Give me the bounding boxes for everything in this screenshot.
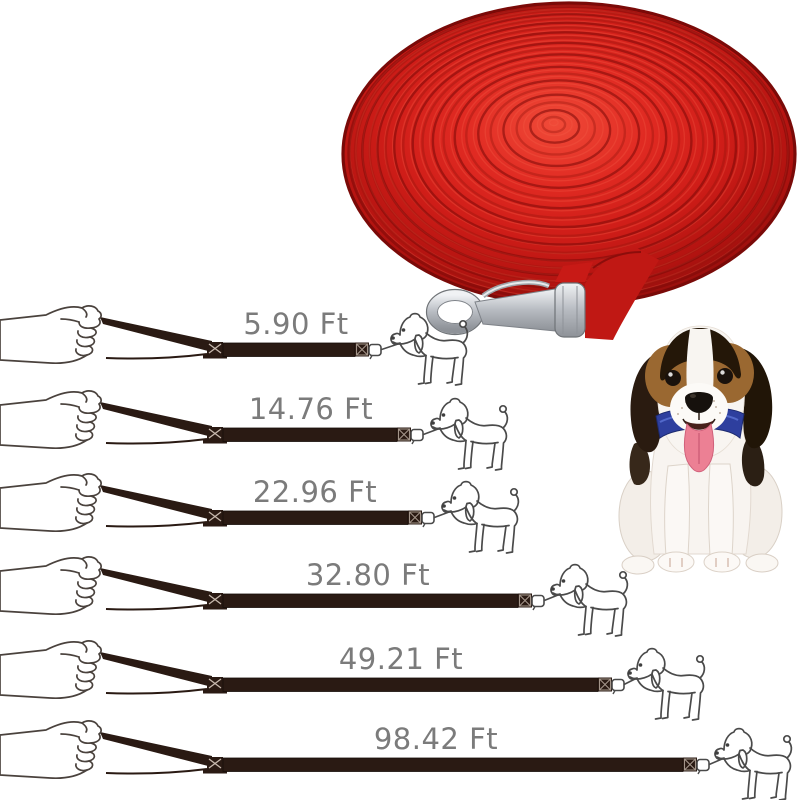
length-label: 5.90 Ft: [243, 307, 349, 341]
dog-outline-icon: [389, 312, 469, 386]
leash-length-row: [0, 390, 509, 471]
coil-strap-end: [555, 248, 659, 340]
leash-handle-lower-edge: [105, 438, 208, 445]
dog-outline-icon: [429, 397, 509, 471]
dog-outline-icon: [440, 480, 520, 554]
dog-outline-icon: [549, 563, 629, 637]
leash-handle-lower-edge: [105, 688, 208, 695]
leash-handle-lower-edge: [105, 521, 208, 528]
leash-line: [379, 343, 399, 351]
length-label: 32.80 Ft: [305, 558, 431, 592]
length-label: 49.21 Ft: [338, 642, 464, 676]
leash-handle-lower-edge: [105, 353, 208, 360]
leash-line: [421, 428, 439, 436]
leash-length-row: [0, 305, 469, 386]
leash-strap-bar: [222, 427, 398, 442]
hand-holding-leash-icon: [0, 473, 102, 533]
leash-length-row: [0, 720, 793, 800]
leash-strap-bar: [222, 757, 684, 772]
puppy-head: [630, 325, 773, 473]
hand-holding-leash-icon: [0, 640, 102, 700]
leash-handle: [100, 317, 212, 352]
leash-handle: [100, 568, 212, 603]
leash-length-row: [0, 473, 520, 554]
leash-handle: [100, 485, 212, 520]
leash-handle: [100, 402, 212, 437]
leash-strap-bar: [222, 593, 519, 608]
hand-holding-leash-icon: [0, 305, 102, 365]
leash-strap-bar: [222, 677, 599, 692]
leash-clasp-icon: [421, 511, 435, 525]
leash-clasp-icon: [368, 343, 382, 357]
leash-length-row: [0, 556, 629, 637]
hand-holding-leash-icon: [0, 556, 102, 616]
leash-line: [432, 511, 450, 519]
hand-holding-leash-icon: [0, 390, 102, 450]
leash-line: [542, 594, 559, 602]
leash-coil-image: [341, 1, 797, 340]
snap-hook-icon: [425, 279, 586, 338]
leash-clasp-icon: [410, 428, 424, 442]
leash-clasp-icon: [531, 594, 545, 608]
length-label: 98.42 Ft: [373, 722, 499, 756]
leash-clasp-icon: [696, 758, 710, 772]
leash-handle: [100, 732, 212, 767]
leash-strap-bar: [222, 342, 356, 357]
puppy-body: [618, 419, 783, 575]
leash-clasp-icon: [611, 678, 625, 692]
leash-length-row: [0, 640, 706, 721]
puppy-image: [618, 325, 783, 575]
hand-holding-leash-icon: [0, 720, 102, 780]
length-label: 22.96 Ft: [252, 475, 378, 509]
dog-outline-icon: [713, 727, 793, 800]
length-label: 14.76 Ft: [248, 392, 374, 426]
leash-strap-bar: [222, 510, 409, 525]
leash-handle-lower-edge: [105, 768, 208, 775]
leash-handle: [100, 652, 212, 687]
leash-handle-lower-edge: [105, 604, 208, 611]
